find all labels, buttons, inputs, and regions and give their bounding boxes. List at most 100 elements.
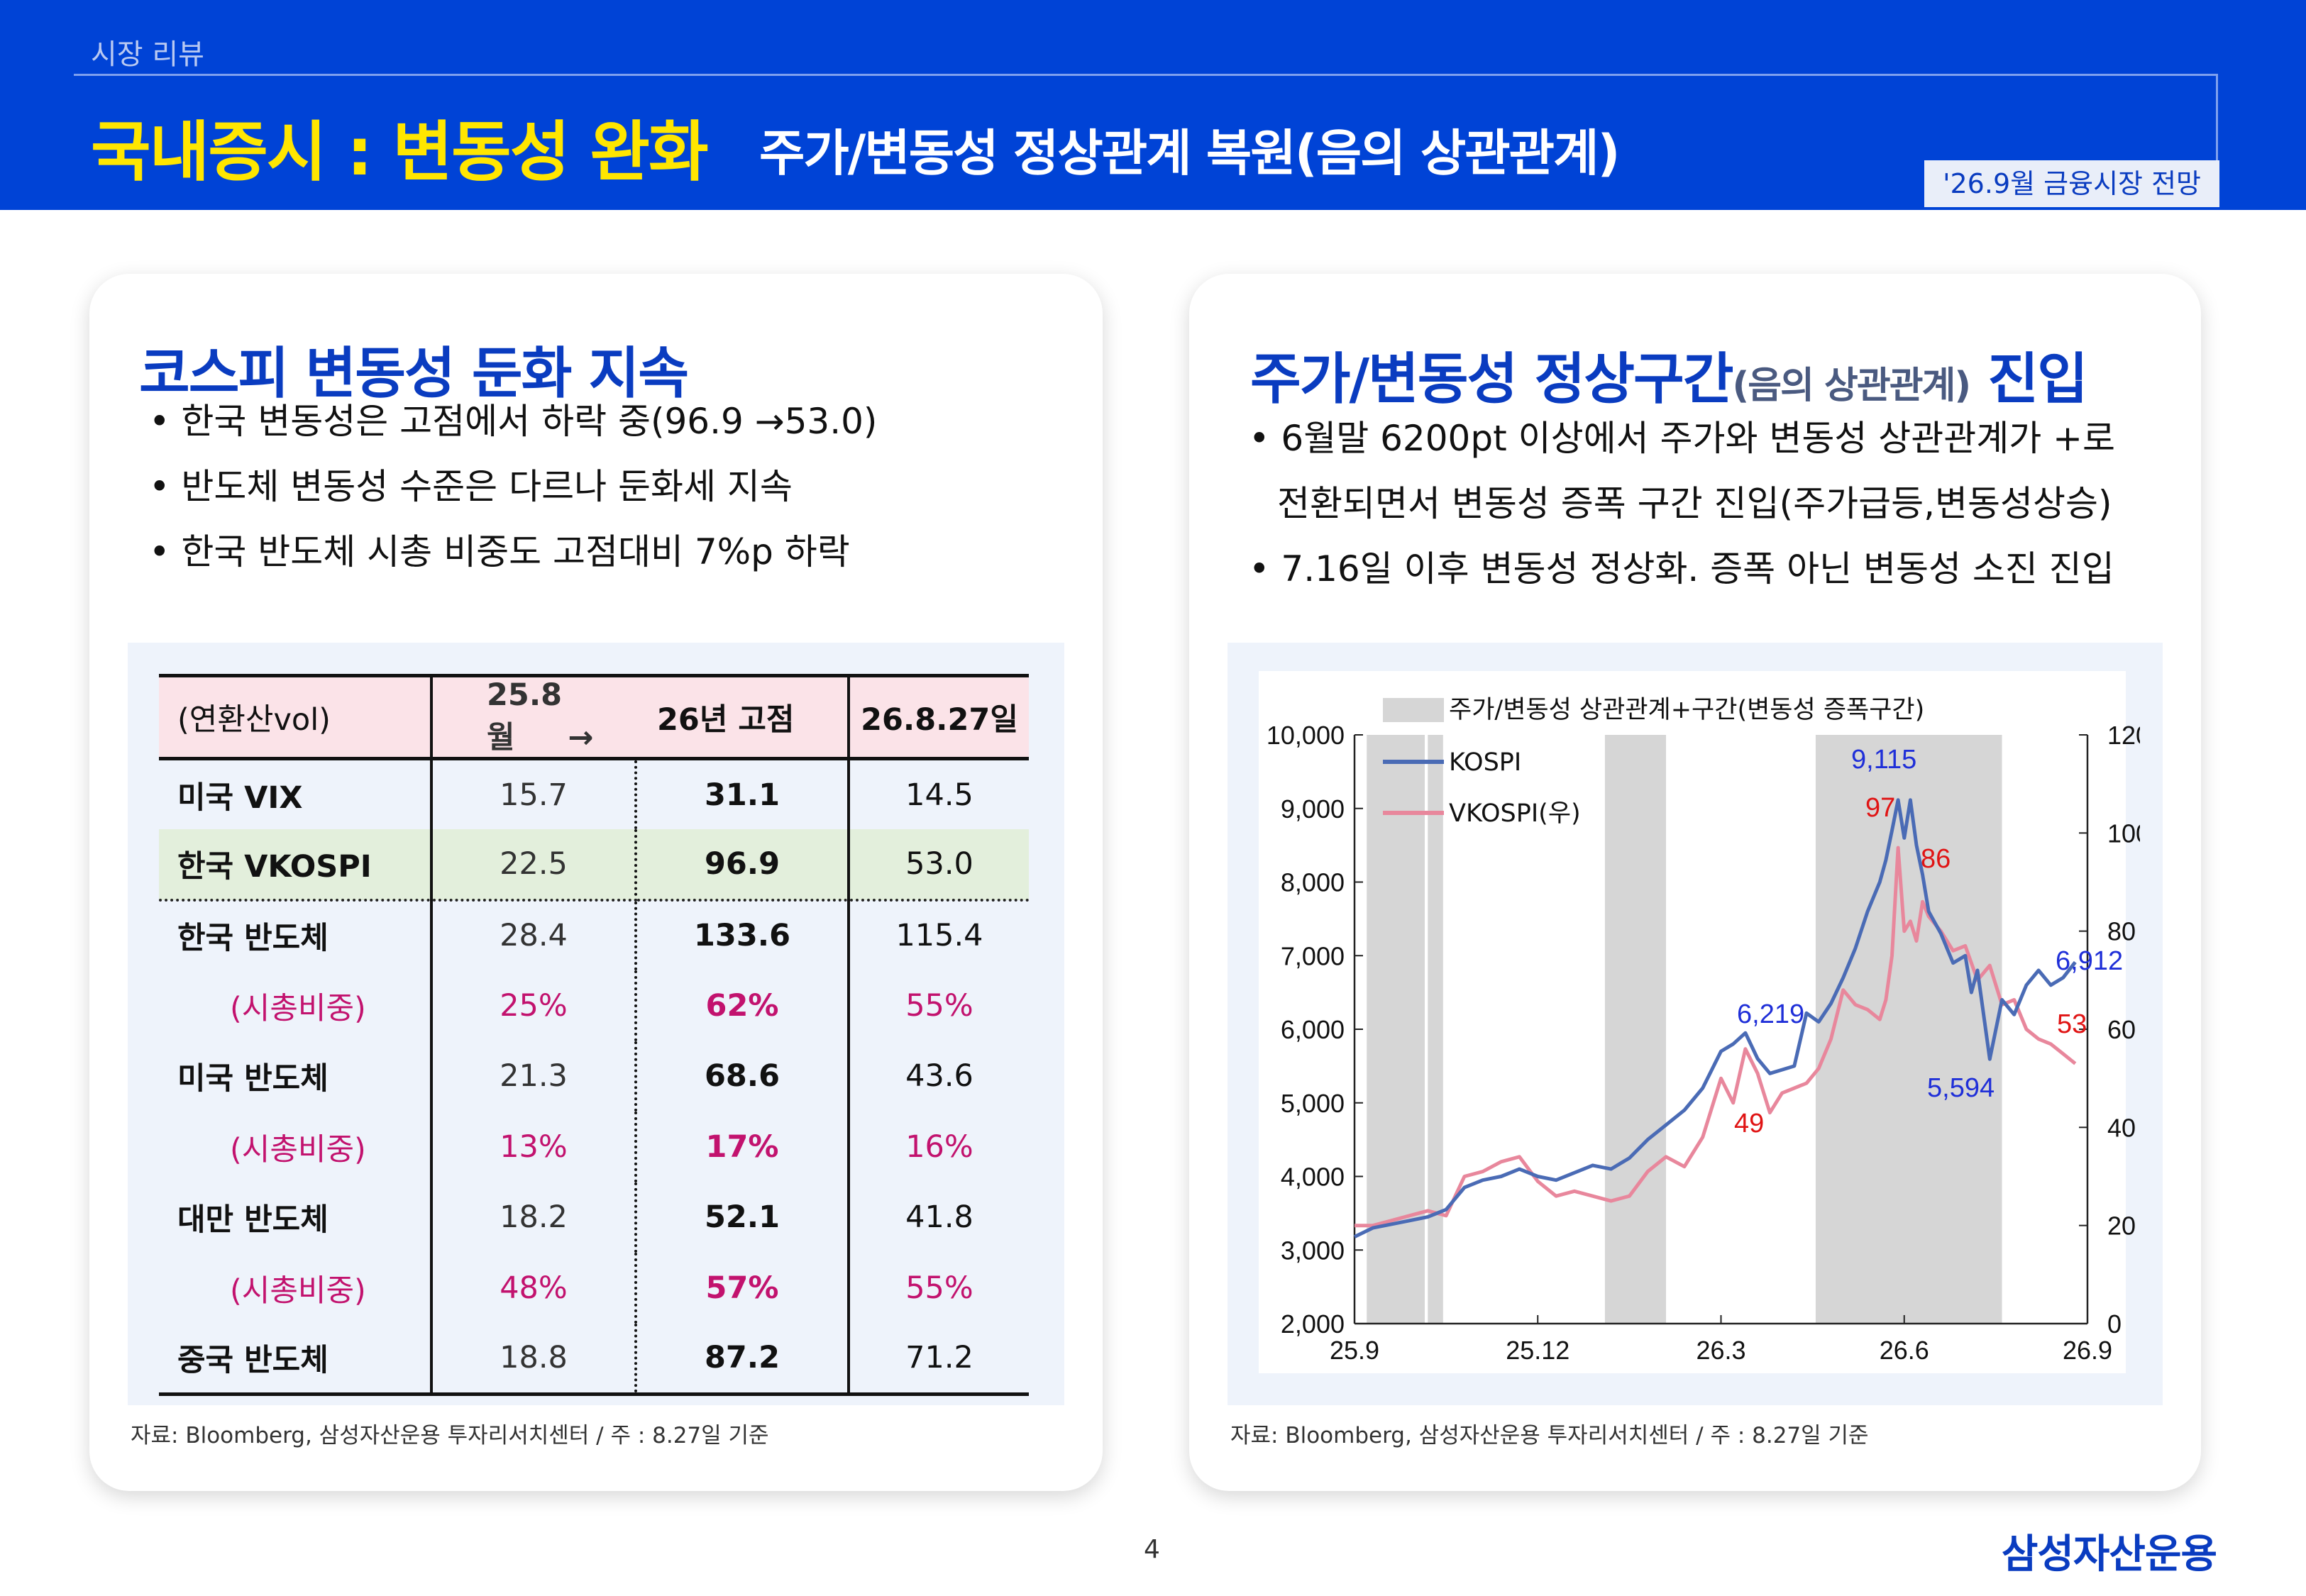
y-right-tick-label: 80 (2107, 917, 2136, 946)
row-label: 중국 반도체 (159, 1323, 433, 1396)
row-label: 한국 반도체 (159, 899, 433, 970)
left-bullet-list: • 한국 변동성은 고점에서 하락 중(96.9 →53.0) • 반도체 변동… (149, 389, 877, 584)
data-label: 53 (2057, 1009, 2087, 1039)
kospi-vkospi-chart: 2,000 3,000 4,000 5,000 6,000 7,000 8,000 9,000… (1259, 671, 2140, 1373)
page-title: 국내증시 : 변동성 완화 (91, 114, 709, 190)
right-title-note: (음의 상관관계) (1732, 365, 1971, 407)
cell: 41.8 (905, 1199, 973, 1236)
y-left-tick-label: 10,000 (1267, 721, 1345, 750)
table-row-highlight: 한국 VKOSPI 22.5 96.9 53.0 (159, 829, 1029, 902)
volatility-table: (연환산vol) 25.8월 → 26년 고점 26.8.27일 미국 VIX … (159, 674, 1029, 1396)
row-label: (시총비중) (159, 1112, 433, 1182)
cell: 115.4 (895, 918, 983, 954)
cell: 14.5 (905, 777, 973, 813)
header-band: 시장 리뷰 국내증시 : 변동성 완화 주가/변동성 정상관계 복원(음의 상관… (0, 0, 2306, 210)
shaded-band (1428, 735, 1443, 1324)
data-label: 86 (1921, 844, 1951, 874)
header-cell: (연환산vol) (159, 674, 433, 760)
right-card-title: 주가/변동성 정상구간(음의 상관관계) 진입 (1250, 335, 2088, 414)
table-row: 미국 VIX 15.7 31.1 14.5 (159, 758, 1029, 829)
left-source-note: 자료: Bloomberg, 삼성자산운용 투자리서치센터 / 주 : 8.27… (131, 1423, 769, 1448)
cell: 15.7 (431, 758, 637, 829)
cell: 22.5 (431, 829, 637, 902)
shaded-band (1367, 735, 1425, 1324)
table-row: (시총비중) 48% 57% 55% (159, 1253, 1029, 1324)
table-row: (시총비중) 13% 17% 16% (159, 1112, 1029, 1182)
x-tick-label: 25.9 (1330, 1336, 1379, 1365)
y-left-tick-label: 6,000 (1281, 1015, 1345, 1044)
legend-band-label: 주가/변동성 상관관계+구간(변동성 증폭구간) (1449, 696, 1924, 724)
y-left-tick-label: 8,000 (1281, 868, 1345, 897)
left-card: 코스피 변동성 둔화 지속 • 한국 변동성은 고점에서 하락 중(96.9 →… (89, 274, 1103, 1491)
cell: 48% (431, 1253, 637, 1324)
y-right-tick-label: 20 (2107, 1212, 2136, 1241)
y-right-tick-label: 0 (2107, 1309, 2122, 1339)
cell: 13% (431, 1112, 637, 1182)
page-number: 4 (1144, 1535, 1160, 1564)
bullet-item: • 한국 반도체 시총 비중도 고점대비 7%p 하락 (149, 531, 850, 572)
data-label: 97 (1865, 793, 1895, 823)
cell: 55% (905, 987, 973, 1024)
table-header-row: (연환산vol) 25.8월 → 26년 고점 26.8.27일 (159, 674, 1029, 760)
cell: 28.4 (431, 899, 637, 970)
row-label: 미국 VIX (159, 758, 433, 829)
data-label: 6,219 (1737, 999, 1804, 1029)
x-tick-label: 26.9 (2063, 1336, 2112, 1365)
cell: 25% (431, 970, 637, 1041)
y-right-tick-label: 120 (2107, 721, 2140, 750)
bullet-item: • 6월말 6200pt 이상에서 주가와 변동성 상관관계가 +로 (1249, 418, 2116, 459)
cell: 96.9 (636, 829, 850, 902)
cell: 18.2 (431, 1182, 637, 1253)
cell: 68.6 (636, 1041, 850, 1112)
table-row: 미국 반도체 21.3 68.6 43.6 (159, 1041, 1029, 1112)
x-tick-label: 26.3 (1696, 1336, 1745, 1365)
bullet-item: • 7.16일 이후 변동성 정상화. 증폭 아닌 변동성 소진 진입 (1249, 548, 2114, 589)
row-label: (시총비중) (159, 970, 433, 1041)
y-right-tick-label: 40 (2107, 1113, 2136, 1142)
section-tag: 시장 리뷰 (91, 38, 204, 71)
legend-vkospi-label: VKOSPI(우) (1449, 799, 1581, 828)
bullet-continuation: 전환되면서 변동성 증폭 구간 진입(주가급등,변동성상승) (1277, 483, 2112, 524)
cell: 31.1 (636, 758, 850, 829)
cell: 18.8 (431, 1323, 637, 1396)
right-card: 주가/변동성 정상구간(음의 상관관계) 진입 • 6월말 6200pt 이상에… (1189, 274, 2201, 1491)
shaded-band (1815, 735, 2002, 1324)
y-left-tick-label: 2,000 (1281, 1309, 1345, 1339)
company-logo: 삼성자산운용 (2001, 1531, 2217, 1578)
cell: 57% (636, 1253, 850, 1324)
legend-kospi-label: KOSPI (1449, 748, 1521, 777)
report-badge: '26.9월 금융시장 전망 (1924, 160, 2219, 207)
right-title-end: 진입 (1987, 348, 2088, 411)
table-row: 한국 반도체 28.4 133.6 115.4 (159, 899, 1029, 970)
row-label: 미국 반도체 (159, 1041, 433, 1112)
kospi-line (1353, 798, 2077, 1238)
y-left-tick-label: 7,000 (1281, 941, 1345, 970)
data-label: 9,115 (1851, 745, 1916, 775)
bullet-item: • 한국 변동성은 고점에서 하락 중(96.9 →53.0) (149, 401, 878, 442)
row-label: 한국 VKOSPI (159, 829, 433, 902)
cell: 17% (636, 1112, 850, 1182)
row-label: (시총비중) (159, 1253, 433, 1324)
x-tick-label: 25.12 (1506, 1336, 1569, 1365)
cell: 52.1 (636, 1182, 850, 1253)
right-source-note: 자료: Bloomberg, 삼성자산운용 투자리서치센터 / 주 : 8.27… (1230, 1423, 1869, 1448)
vkospi-line (1355, 846, 2077, 1228)
y-left-tick-label: 4,000 (1281, 1163, 1345, 1192)
page-subtitle: 주가/변동성 정상관계 복원(음의 상관관계) (759, 124, 1620, 182)
cell: 71.2 (849, 1323, 1029, 1396)
right-title-main: 주가/변동성 정상구간 (1250, 348, 1733, 411)
header-cell: 25.8월 → (431, 674, 636, 760)
y-right-tick-label: 60 (2107, 1015, 2136, 1044)
cell: 62% (636, 970, 850, 1041)
row-label: 대만 반도체 (159, 1182, 433, 1253)
data-label: 49 (1734, 1109, 1764, 1138)
shaded-band (1604, 735, 1667, 1324)
cell: 87.2 (636, 1323, 850, 1396)
cell: 133.6 (636, 899, 850, 970)
table-row: 중국 반도체 18.8 87.2 71.2 (159, 1323, 1029, 1396)
left-card-title: 코스피 변동성 둔화 지속 (139, 342, 689, 406)
header-cell: 26.8.27일 (849, 674, 1029, 760)
y-right-tick-label: 100 (2107, 819, 2140, 848)
cell: 21.3 (431, 1041, 637, 1112)
y-left-tick-label: 3,000 (1281, 1236, 1345, 1265)
